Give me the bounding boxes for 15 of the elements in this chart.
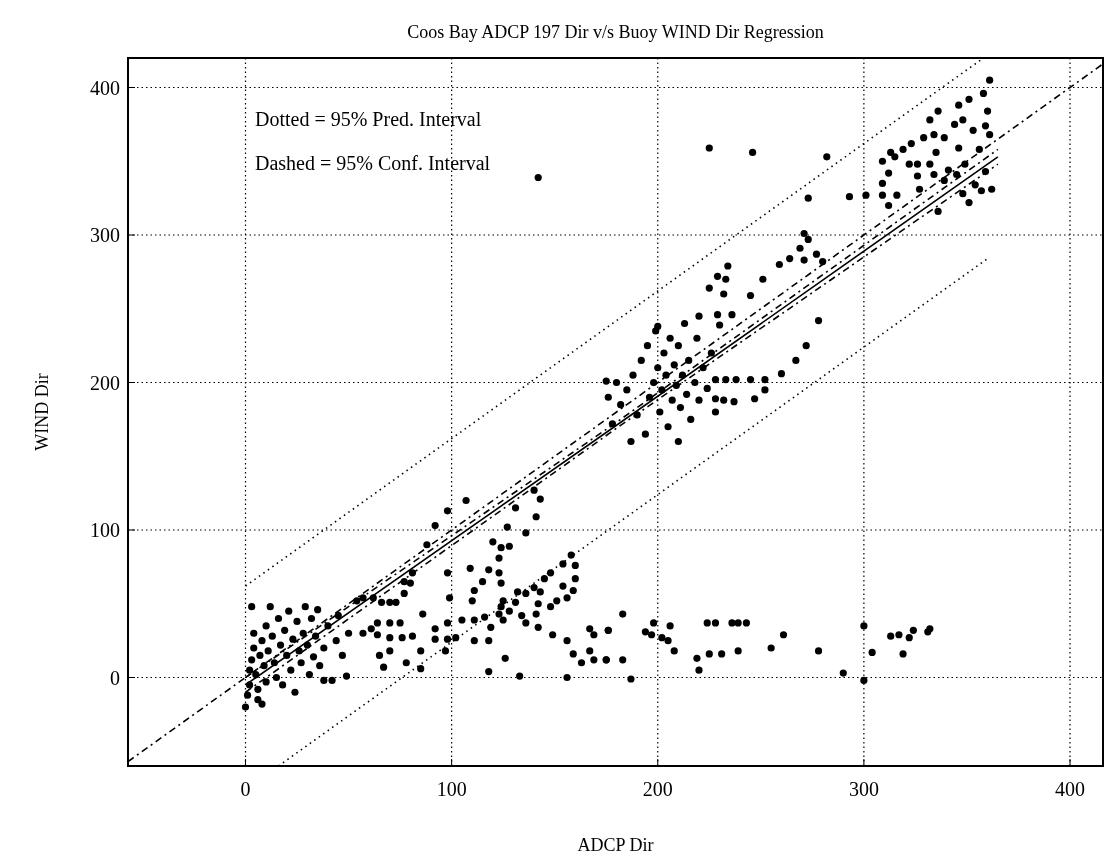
x-tick-label: 0 xyxy=(240,778,251,800)
y-tick-label: 400 xyxy=(90,76,120,99)
x-tick-label: 100 xyxy=(436,778,467,800)
x-axis-title: ADCP Dir xyxy=(577,835,654,855)
chart-title: Coos Bay ADCP 197 Dir v/s Buoy WIND Dir Regression xyxy=(407,22,824,42)
x-tick-label: 300 xyxy=(848,778,879,800)
x-tick-label: 200 xyxy=(642,778,673,800)
y-tick-label: 300 xyxy=(90,224,120,246)
y-axis-title: WIND Dir xyxy=(32,373,52,451)
y-tick-label: 0 xyxy=(110,666,120,689)
x-tick-label: 400 xyxy=(1055,778,1086,800)
annotation: Dashed = 95% Conf. Interval xyxy=(255,152,491,174)
y-tick-label: 200 xyxy=(90,371,120,394)
annotation: Dotted = 95% Pred. Interval xyxy=(255,108,482,130)
y-tick-label: 100 xyxy=(90,519,120,541)
